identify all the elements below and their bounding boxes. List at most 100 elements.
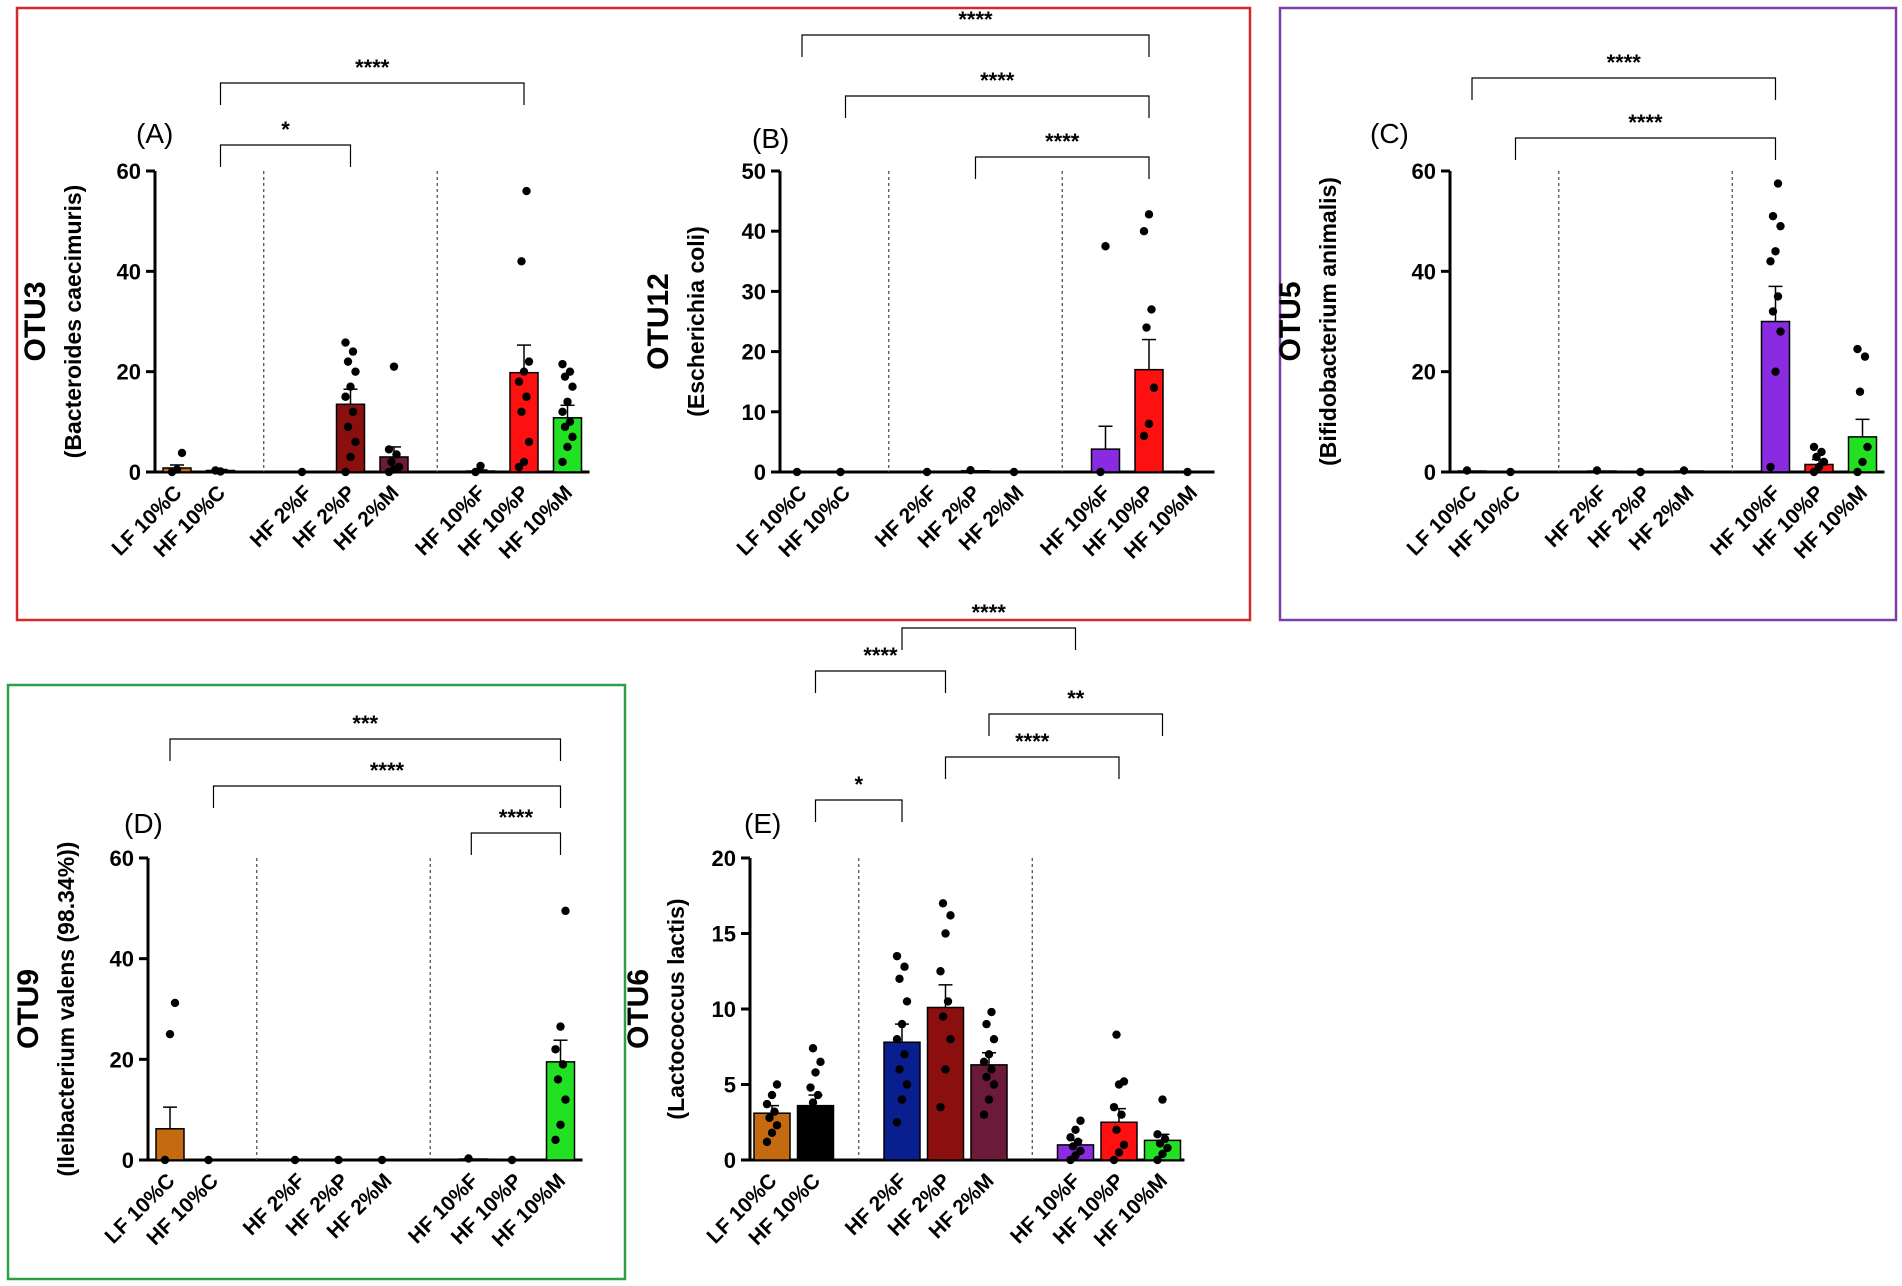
significance-label: **** (980, 68, 1015, 93)
data-point (471, 467, 480, 477)
significance-bracket (944, 756, 1120, 779)
data-point (553, 1075, 563, 1084)
data-point (1771, 247, 1780, 256)
data-point (987, 1065, 996, 1074)
data-point (836, 467, 845, 477)
y-tick-label: 50 (742, 159, 766, 184)
y-axis-title: OTU6 (622, 969, 655, 1049)
data-point (343, 357, 353, 366)
panel-label: (E) (744, 808, 781, 839)
data-point (772, 1121, 782, 1130)
bar (1847, 436, 1878, 473)
data-point (987, 1007, 996, 1017)
data-point (556, 1022, 565, 1031)
data-point (892, 1118, 902, 1127)
data-point (979, 1057, 989, 1067)
data-point (811, 1068, 820, 1077)
bar (1090, 448, 1121, 473)
data-point (1679, 466, 1689, 475)
data-point (897, 1019, 907, 1029)
data-point (558, 359, 567, 369)
data-point (816, 1057, 825, 1067)
bar (1674, 470, 1704, 473)
y-tick-label: 0 (754, 460, 766, 485)
y-tick-label: 10 (742, 400, 766, 425)
significance-label: **** (972, 600, 1007, 625)
data-point (563, 442, 572, 452)
significance-bracket (988, 713, 1164, 736)
significance-bracket (219, 144, 352, 167)
data-point (1119, 1140, 1129, 1150)
data-point (1768, 211, 1778, 221)
y-axis-title: OTU9 (12, 969, 45, 1049)
y-tick-label: 60 (117, 159, 141, 184)
bar (926, 1006, 965, 1161)
y-tick-label: 40 (110, 947, 134, 972)
y-tick-label: 20 (742, 340, 766, 365)
data-point (1117, 1110, 1126, 1119)
significance-label: **** (863, 643, 898, 668)
data-point (982, 1019, 991, 1029)
data-point (524, 357, 534, 366)
data-point (1112, 1125, 1121, 1135)
data-point (938, 899, 948, 908)
data-point (389, 362, 399, 371)
data-point (551, 1045, 560, 1054)
data-point (1153, 1130, 1162, 1139)
data-point (1158, 1095, 1167, 1104)
data-point (476, 461, 485, 471)
data-point (1636, 467, 1645, 477)
y-tick-label: 40 (1412, 259, 1436, 284)
data-point (765, 1113, 774, 1122)
bar (960, 470, 991, 473)
data-point (551, 1135, 560, 1145)
data-point (1858, 457, 1867, 467)
data-point (519, 367, 529, 376)
bar (917, 470, 947, 473)
data-point (1076, 1146, 1085, 1156)
data-point (943, 997, 953, 1006)
data-point (1073, 1137, 1083, 1147)
significance-label: **** (1015, 729, 1050, 754)
data-point (387, 457, 396, 467)
data-point (1071, 1125, 1080, 1135)
data-point (1860, 352, 1870, 361)
data-point (806, 1083, 815, 1092)
data-point (966, 465, 975, 475)
data-point (177, 448, 187, 458)
data-point (1773, 292, 1783, 301)
data-point (767, 1090, 777, 1100)
data-point (561, 1095, 570, 1104)
significance-label: **** (370, 758, 405, 783)
y-axis-subtitle: (Ileibacterium valens (98.34%)) (53, 842, 79, 1177)
significance-label: **** (1045, 129, 1080, 154)
data-point (384, 445, 394, 454)
y-tick-label: 5 (724, 1073, 736, 1098)
data-point (1163, 1143, 1172, 1153)
data-point (343, 422, 353, 432)
y-tick-label: 20 (712, 846, 736, 871)
bar (458, 1158, 489, 1161)
data-point (982, 1072, 991, 1082)
bar (1500, 470, 1531, 473)
group-box-green (6, 683, 627, 1281)
data-point (558, 1060, 568, 1069)
significance-label: **** (1607, 50, 1642, 75)
data-point (1773, 179, 1783, 188)
data-point (517, 257, 526, 266)
panel-label: (A) (136, 118, 173, 149)
data-point (941, 929, 950, 938)
y-tick-label: 20 (117, 360, 141, 385)
y-tick-label: 10 (712, 997, 736, 1022)
significance-label: * (854, 772, 863, 797)
bar (1630, 470, 1661, 473)
data-point (792, 467, 802, 477)
data-point (1766, 257, 1775, 266)
data-point (346, 452, 355, 462)
y-tick-label: 0 (122, 1148, 134, 1173)
data-point (808, 1044, 818, 1053)
data-point (770, 1107, 779, 1116)
data-point (900, 1050, 909, 1059)
y-axis-subtitle: (Bacteroides caecimuris) (60, 185, 86, 459)
